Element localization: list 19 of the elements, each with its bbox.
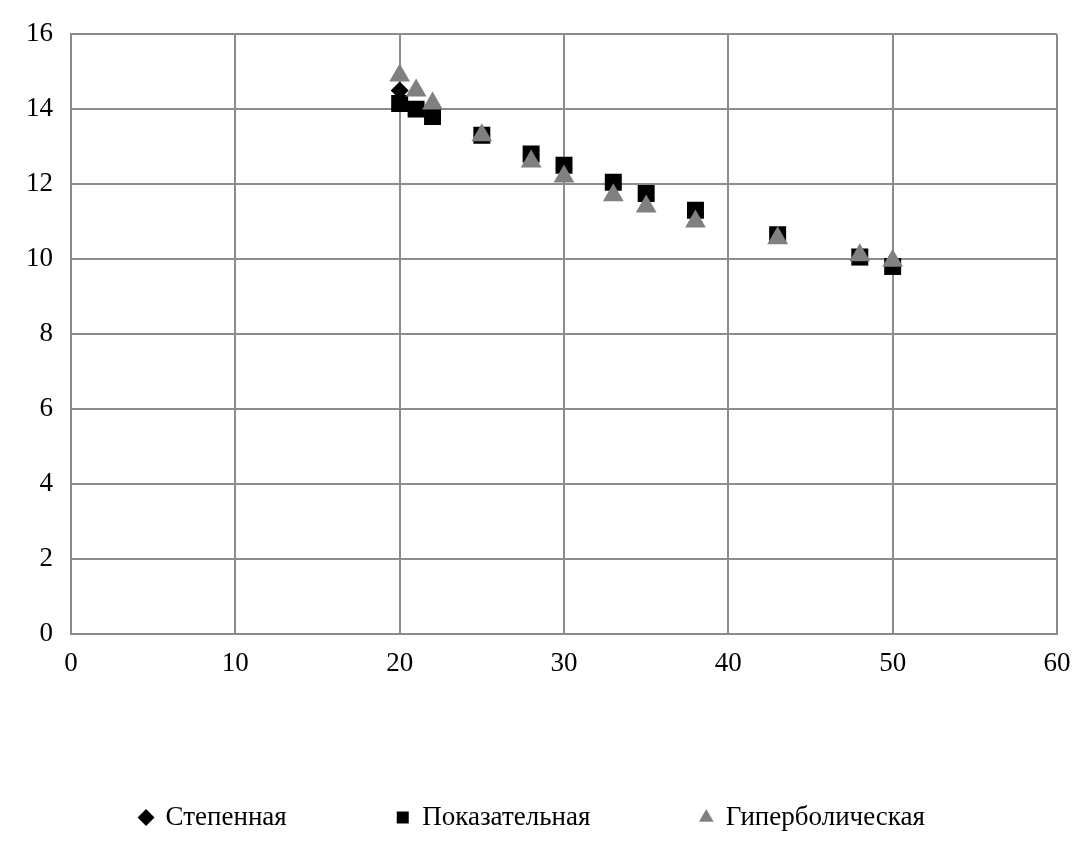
y-tick-label: 2: [39, 541, 53, 572]
y-tick-label: 0: [39, 616, 53, 647]
y-tick-label: 6: [39, 391, 53, 422]
y-tick-label: 14: [26, 92, 54, 123]
legend-label: Гиперболическая: [725, 800, 925, 831]
legend-label: Показательная: [422, 800, 591, 831]
x-tick-label: 60: [1043, 646, 1071, 677]
y-tick-label: 4: [39, 466, 54, 497]
x-tick-label: 30: [550, 646, 578, 677]
x-tick-label: 10: [221, 646, 249, 677]
x-tick-label: 50: [879, 646, 907, 677]
y-tick-label: 10: [26, 242, 53, 273]
x-tick-label: 40: [714, 646, 742, 677]
y-tick-label: 16: [26, 17, 53, 48]
y-tick-label: 8: [39, 316, 53, 347]
x-tick-label: 0: [64, 646, 78, 677]
legend-label: Степенная: [165, 800, 287, 831]
x-tick-label: 20: [386, 646, 414, 677]
y-tick-label: 12: [26, 167, 53, 198]
